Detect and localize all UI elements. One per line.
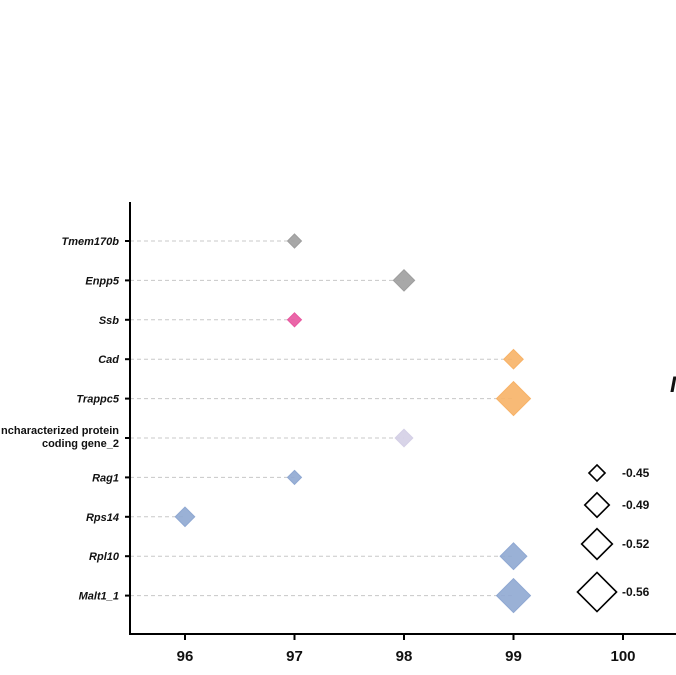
guide-lines xyxy=(130,240,514,597)
y-tick-label: coding gene_2 xyxy=(42,438,119,450)
y-tick-labels: Tmem170b Enpp5 Ssb Cad Trappc5 ncharacterized… xyxy=(1,236,120,603)
legend-marker xyxy=(587,463,607,483)
data-point xyxy=(495,380,532,417)
y-tick-label: Rpl10 xyxy=(89,551,120,563)
legend-label: -0.49 xyxy=(622,498,650,512)
y-tick-label: Rag1 xyxy=(92,472,119,484)
y-tick-label: Trappc5 xyxy=(76,394,119,406)
legend-marker xyxy=(580,527,614,561)
data-point xyxy=(503,348,524,370)
y-tick-label: Enpp5 xyxy=(85,275,119,287)
legend-label: -0.56 xyxy=(622,585,650,599)
data-point xyxy=(495,577,532,614)
data-point xyxy=(394,428,414,448)
data-point xyxy=(286,469,303,486)
x-tick-label: 98 xyxy=(396,648,413,665)
x-tick-label: 99 xyxy=(505,648,522,665)
data-point xyxy=(499,542,528,571)
data-point xyxy=(392,269,416,292)
x-tick-label: 100 xyxy=(610,648,635,665)
y-tick-label: Malt1_1 xyxy=(79,591,119,603)
x-tick-label: 96 xyxy=(177,648,194,665)
data-point xyxy=(286,233,303,249)
data-point xyxy=(286,312,303,328)
cut-off-label: I xyxy=(670,372,676,397)
axes xyxy=(125,202,676,640)
data-points xyxy=(174,233,532,614)
legend-marker xyxy=(576,571,618,613)
y-tick-label: Rps14 xyxy=(86,512,119,524)
legend-marker xyxy=(583,491,611,519)
x-tick-label: 97 xyxy=(286,648,303,665)
size-legend: -0.45 -0.49 -0.52 -0.56 xyxy=(576,463,650,613)
legend-label: -0.52 xyxy=(622,537,650,551)
y-tick-label: Ssb xyxy=(99,315,119,327)
legend-label: -0.45 xyxy=(622,466,650,480)
y-tick-label: Tmem170b xyxy=(62,236,120,248)
x-tick-labels: 96 97 98 99 100 xyxy=(177,648,636,665)
y-tick-label: ncharacterized protein xyxy=(1,425,119,437)
y-tick-label: Cad xyxy=(98,354,119,366)
data-point xyxy=(174,506,196,528)
